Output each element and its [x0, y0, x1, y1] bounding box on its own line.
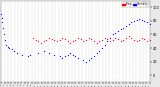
Point — [61, 37, 64, 39]
Point — [50, 39, 53, 40]
Point — [138, 39, 140, 41]
Point — [98, 41, 101, 42]
Point — [148, 39, 151, 41]
Point — [85, 61, 87, 62]
Point — [127, 35, 130, 37]
Point — [127, 24, 130, 25]
Point — [42, 51, 45, 52]
Point — [88, 60, 90, 61]
Point — [114, 37, 117, 39]
Point — [42, 41, 45, 42]
Point — [61, 57, 64, 59]
Point — [13, 51, 16, 52]
Point — [119, 28, 122, 30]
Point — [26, 55, 29, 57]
Point — [125, 26, 127, 27]
Point — [77, 57, 79, 59]
Point — [32, 37, 34, 39]
Point — [4, 39, 6, 41]
Point — [1, 22, 4, 23]
Point — [74, 55, 77, 57]
Point — [82, 41, 85, 42]
Point — [90, 57, 93, 59]
Point — [64, 55, 66, 57]
Point — [133, 39, 135, 41]
Point — [66, 41, 69, 42]
Point — [98, 51, 101, 52]
Point — [135, 41, 138, 42]
Point — [6, 46, 9, 47]
Point — [109, 41, 111, 42]
Point — [130, 37, 132, 39]
Point — [146, 41, 148, 42]
Point — [111, 39, 114, 41]
Point — [117, 30, 119, 32]
Point — [48, 52, 50, 53]
Point — [109, 37, 111, 39]
Point — [0, 13, 2, 15]
Point — [58, 39, 61, 41]
Point — [125, 37, 127, 39]
Point — [64, 39, 66, 40]
Point — [143, 20, 146, 22]
Legend: Temp, Humidity: Temp, Humidity — [122, 2, 148, 7]
Point — [140, 37, 143, 39]
Point — [72, 41, 74, 42]
Point — [29, 54, 32, 56]
Point — [69, 42, 72, 43]
Point — [111, 34, 114, 35]
Point — [148, 24, 151, 25]
Point — [45, 39, 48, 41]
Point — [106, 39, 109, 40]
Point — [53, 54, 56, 56]
Point — [95, 42, 98, 43]
Point — [122, 27, 124, 28]
Point — [21, 54, 24, 56]
Point — [53, 39, 56, 41]
Point — [8, 47, 10, 49]
Point — [95, 53, 98, 54]
Point — [74, 39, 77, 41]
Point — [34, 39, 37, 41]
Point — [1, 27, 4, 28]
Point — [106, 41, 109, 42]
Point — [40, 42, 42, 43]
Point — [140, 19, 143, 20]
Point — [85, 39, 87, 41]
Point — [143, 39, 146, 40]
Point — [146, 22, 148, 23]
Point — [11, 49, 13, 50]
Point — [3, 34, 5, 35]
Point — [16, 53, 18, 54]
Point — [138, 18, 140, 20]
Point — [101, 39, 103, 41]
Point — [119, 41, 122, 42]
Point — [90, 39, 93, 40]
Point — [130, 22, 132, 23]
Point — [48, 37, 50, 39]
Point — [133, 20, 135, 22]
Point — [122, 39, 124, 41]
Point — [103, 37, 106, 39]
Point — [80, 39, 82, 40]
Point — [56, 41, 58, 42]
Point — [117, 39, 119, 40]
Point — [77, 37, 79, 39]
Point — [103, 44, 106, 45]
Point — [93, 41, 95, 42]
Point — [135, 19, 138, 20]
Point — [37, 53, 40, 54]
Point — [69, 53, 72, 54]
Point — [93, 55, 95, 57]
Point — [58, 55, 61, 57]
Point — [114, 32, 117, 34]
Point — [5, 44, 7, 45]
Point — [0, 17, 3, 18]
Point — [37, 41, 40, 42]
Point — [101, 47, 103, 49]
Point — [72, 54, 74, 56]
Point — [66, 54, 69, 56]
Point — [82, 60, 85, 61]
Point — [88, 37, 90, 39]
